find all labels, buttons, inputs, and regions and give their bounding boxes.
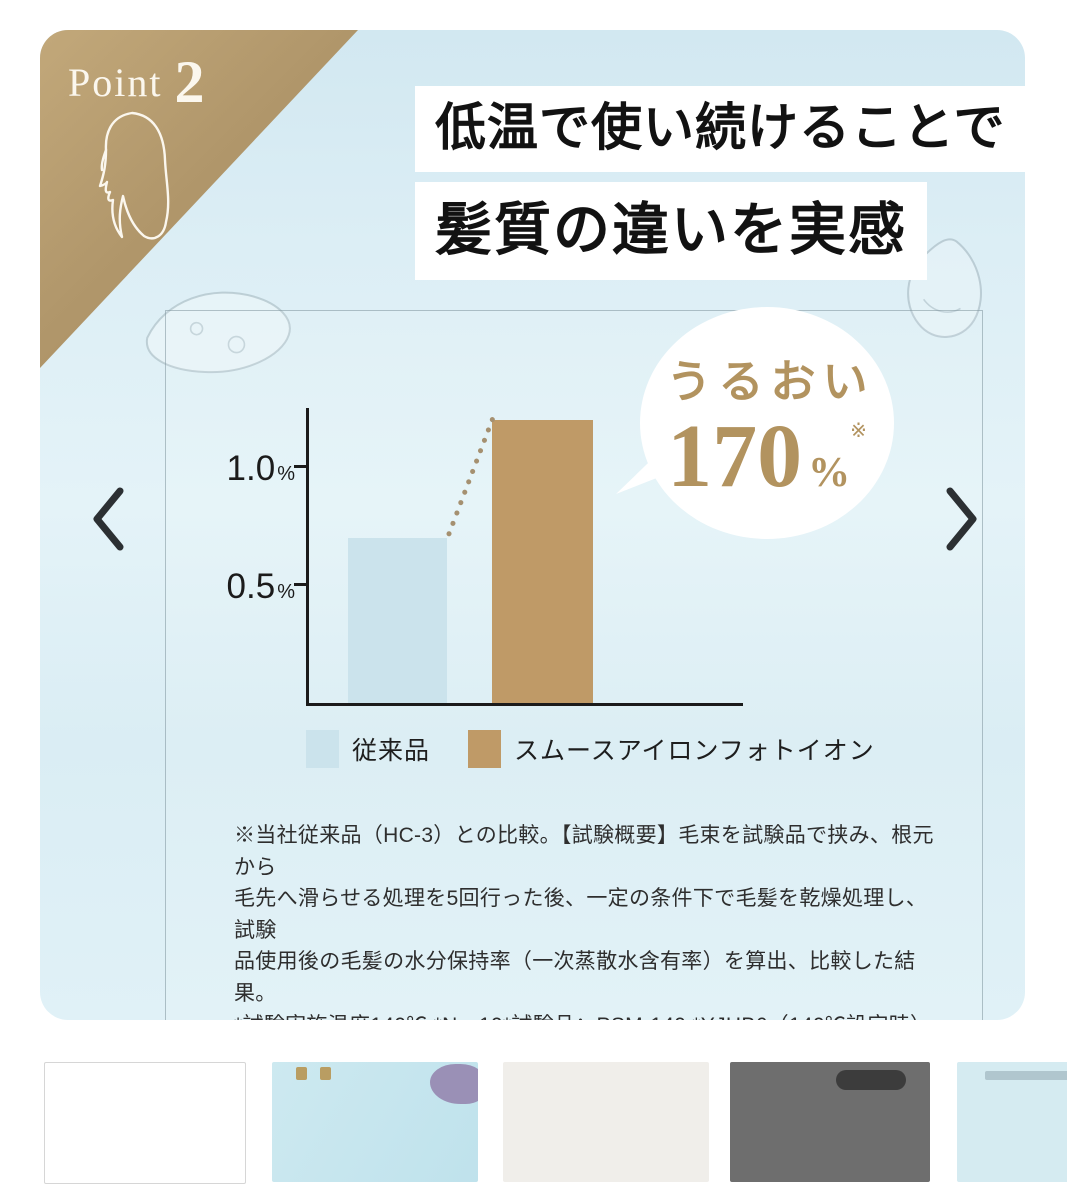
woman-long-hair-profile-icon [98, 111, 170, 240]
footnote-mark: ※ [850, 419, 867, 442]
thumb-hair-image-fragment [430, 1064, 478, 1104]
thumb-text-fragment [985, 1071, 1067, 1080]
thumbnail-4[interactable] [730, 1062, 930, 1182]
point-badge-text: Point 2 [68, 48, 204, 117]
moisture-callout-bubble: うるおい 170 % ※ [640, 307, 894, 539]
chart-bar [348, 538, 447, 703]
legend-item: 従来品 [306, 730, 430, 768]
y-tick-value: 1.0 [226, 449, 276, 488]
chart-bar [492, 420, 593, 703]
point-number: 2 [174, 49, 205, 115]
y-tick-unit: % [277, 463, 295, 485]
carousel-prev-button[interactable] [88, 486, 132, 552]
thumbnail-3[interactable] [503, 1062, 709, 1182]
thumb-gold-text-fragment [296, 1067, 307, 1080]
y-tick-mark [294, 583, 307, 586]
bar-chart: 1.0% 0.5% [227, 408, 743, 706]
legend-label: スムースアイロンフォトイオン [514, 737, 875, 765]
product-slide: Point 2 低温で使い続けることで 髪質の違いを実感 1.0% 0.5% [40, 30, 1025, 1020]
legend-swatch-blue [306, 730, 339, 768]
point-label: Point [68, 60, 163, 105]
legend-item: スムースアイロンフォトイオン [468, 730, 875, 768]
thumbnail-rail [0, 1062, 1067, 1184]
carousel-next-button[interactable] [938, 486, 982, 552]
chart-legend: 従来品 スムースアイロンフォトイオン [306, 730, 875, 768]
trend-dotted-line [446, 415, 496, 537]
y-tick-value: 0.5 [226, 567, 276, 606]
y-tick-mark [294, 465, 307, 468]
test-conditions-footnote: ※当社従来品（HC-3）との比較。【試験概要】毛束を試験品で挟み、根元から 毛先… [234, 824, 934, 1020]
thumb-dark-object-fragment [836, 1070, 906, 1090]
page: { "badge": { "point_label": "Point", "po… [0, 30, 1067, 1184]
water-splash-icon [146, 291, 291, 373]
legend-swatch-tan [468, 730, 502, 768]
moisture-value-row: 170 % ※ [667, 406, 867, 506]
y-tick: 1.0% [207, 449, 295, 489]
thumbnail-5[interactable] [957, 1062, 1067, 1182]
thumb-gold-text-fragment [320, 1067, 331, 1080]
y-tick: 0.5% [207, 567, 295, 607]
legend-label: 従来品 [352, 737, 431, 765]
thumbnail-2[interactable] [272, 1062, 478, 1182]
headline-line-1: 低温で使い続けることで [415, 86, 1025, 172]
headline-line-2: 髪質の違いを実感 [415, 182, 927, 280]
y-tick-unit: % [277, 581, 295, 603]
moisture-label: うるおい [666, 356, 875, 407]
thumbnail-1[interactable] [44, 1062, 246, 1184]
moisture-unit: % [808, 449, 851, 496]
moisture-value: 170 [667, 406, 803, 506]
